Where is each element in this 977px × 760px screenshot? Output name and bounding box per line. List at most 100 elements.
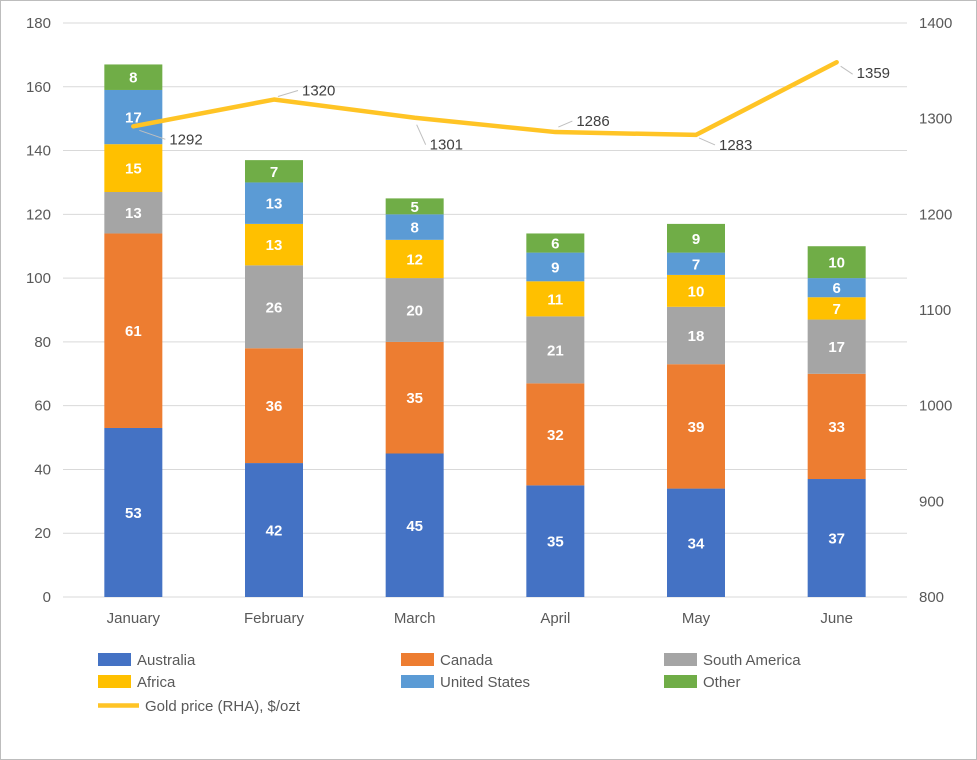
bar-segment-canada [526, 383, 585, 486]
bar-segment-australia [526, 485, 585, 597]
bar-segment-canada [807, 373, 866, 480]
gold-price-line [131, 59, 839, 138]
bar-segment-canada [667, 364, 725, 489]
category-label: March [394, 610, 436, 627]
label-leader-line [840, 65, 853, 75]
bar-segment-label: 5 [410, 199, 418, 216]
bar-segment-africa [807, 297, 866, 320]
bar-segment-label: 17 [828, 339, 845, 356]
bar-segment-label: 18 [688, 328, 705, 345]
bar-segment-label: 10 [828, 255, 845, 272]
bar-segment-south-america [526, 316, 585, 384]
bar-segment-label: 33 [828, 419, 845, 436]
gold-price-data-label: 1286 [576, 113, 609, 130]
category-label: February [244, 610, 305, 627]
left-axis-tick-label: 60 [34, 398, 51, 415]
label-leader-line [698, 137, 716, 146]
left-axis-tick-label: 140 [26, 143, 51, 160]
category-label: April [540, 610, 570, 627]
bar-segment-africa [245, 223, 303, 266]
bar-segment-label: 17 [125, 110, 142, 127]
bar-segment-other [526, 233, 585, 253]
bar-segment-label: 37 [828, 531, 845, 548]
bar-segment-south-america [385, 278, 444, 342]
bar-segment-label: 36 [266, 398, 283, 415]
bar-segment-united-states [245, 182, 303, 224]
right-axis-tick-label: 1100 [919, 302, 951, 319]
legend-label: United States [440, 674, 530, 691]
left-axis-tick-label: 180 [26, 15, 51, 32]
bar-segment-south-america [245, 265, 303, 349]
gold-price-data-label: 1320 [302, 83, 335, 100]
right-axis-tick-label: 800 [919, 589, 944, 606]
bar-segment-label: 6 [832, 280, 840, 297]
bar-segment-africa [526, 281, 585, 317]
legend-label: Gold price (RHA), $/ozt [145, 698, 301, 715]
legend-swatch-africa [98, 675, 131, 688]
bar-segment-label: 61 [125, 323, 142, 340]
legend-label: Other [703, 674, 741, 691]
gold-price-data-label: 1301 [430, 137, 463, 154]
bar-segment-united-states [385, 214, 444, 240]
legend-swatch-australia [98, 653, 131, 666]
legend-swatch-canada [401, 653, 434, 666]
bar-segment-other [807, 246, 866, 279]
legend-label: Africa [137, 674, 176, 691]
right-axis-tick-label: 1000 [919, 398, 952, 415]
bar-segment-label: 26 [266, 299, 283, 316]
category-label: June [820, 610, 853, 627]
legend-label: South America [703, 652, 801, 669]
bar-segment-canada [245, 348, 303, 464]
bar-segment-united-states [667, 252, 725, 275]
bar-segment-australia [807, 479, 866, 597]
label-leader-line [139, 129, 166, 140]
bar-segment-label: 20 [406, 303, 423, 320]
legend-swatch-other [664, 675, 697, 688]
bar-segment-label: 7 [692, 256, 700, 273]
bar-segment-south-america [807, 319, 866, 374]
right-axis-tick-label: 900 [919, 493, 944, 510]
bar-segment-australia [104, 427, 163, 597]
bar-segment-canada [104, 233, 163, 428]
bar-segment-africa [385, 239, 444, 279]
bar-segment-other [245, 160, 303, 183]
bar-segment-label: 8 [129, 70, 137, 87]
gold-price-data-label: 1292 [169, 131, 202, 148]
bar-segment-label: 39 [688, 419, 705, 436]
bar-segment-label: 11 [547, 291, 563, 308]
legend-swatch-united-states [401, 675, 434, 688]
left-axis-tick-label: 20 [34, 525, 51, 542]
left-axis-tick-label: 40 [34, 461, 51, 478]
bar-segment-label: 35 [406, 390, 423, 407]
bar-segment-label: 10 [688, 283, 705, 300]
bar-segment-other [667, 223, 725, 253]
left-axis-tick-label: 160 [26, 79, 51, 96]
category-label: January [107, 610, 161, 627]
bar-segment-australia [385, 453, 444, 597]
bar-segment-united-states [526, 252, 585, 282]
label-leader-line [558, 120, 573, 128]
bar-segment-label: 45 [406, 518, 423, 535]
bar-segment-united-states [807, 278, 866, 298]
bar-segment-label: 32 [547, 427, 564, 444]
bar-segment-label: 12 [406, 251, 423, 268]
gold-price-data-label: 1359 [857, 65, 890, 82]
gold-price-data-label: 1283 [719, 137, 752, 154]
label-leader-line [416, 124, 427, 145]
bar-segment-label: 13 [266, 196, 283, 213]
right-axis-tick-label: 1200 [919, 206, 952, 223]
legend-label: Australia [137, 652, 196, 669]
left-axis-tick-label: 0 [43, 589, 51, 606]
bar-segment-other [104, 64, 163, 90]
bar-segment-label: 21 [547, 342, 564, 359]
left-axis-tick-label: 80 [34, 334, 51, 351]
bar-segment-label: 7 [270, 164, 278, 181]
category-label: May [682, 610, 711, 627]
label-leader-line [277, 90, 299, 98]
bar-segment-label: 8 [410, 220, 418, 237]
bar-segment-label: 6 [551, 236, 559, 253]
bar-segment-label: 15 [125, 161, 142, 178]
bar-segment-south-america [667, 306, 725, 365]
